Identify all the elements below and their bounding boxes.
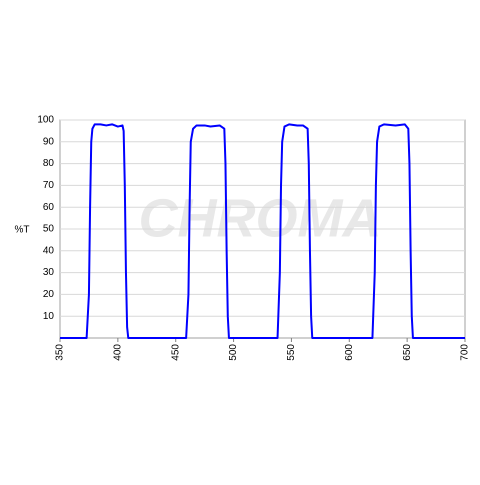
x-tick-label: 350 [55, 344, 66, 361]
y-tick-label: 10 [43, 311, 55, 322]
y-axis-label: %T [15, 225, 30, 236]
y-tick-label: 20 [43, 289, 55, 300]
y-tick-label: 80 [43, 158, 55, 169]
x-tick-label: 600 [344, 344, 355, 361]
y-tick-label: 100 [37, 115, 54, 126]
x-tick-label: 550 [286, 344, 297, 361]
y-tick-label: 40 [43, 245, 55, 256]
y-tick-label: 60 [43, 202, 55, 213]
x-tick-label: 400 [112, 344, 123, 361]
watermark: CHROMA [139, 188, 382, 248]
y-tick-label: 70 [43, 180, 55, 191]
x-tick-label: 650 [402, 344, 413, 361]
x-tick-label: 500 [228, 344, 239, 361]
x-tick-label: 450 [170, 344, 181, 361]
y-tick-label: 90 [43, 136, 55, 147]
y-tick-label: 30 [43, 267, 55, 278]
y-tick-label: 50 [43, 224, 55, 235]
x-tick-label: 700 [460, 344, 471, 361]
data-line [60, 123, 465, 339]
